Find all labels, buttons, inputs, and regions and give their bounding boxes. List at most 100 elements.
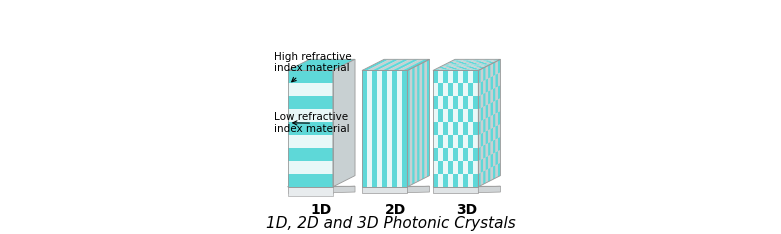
Text: 1D, 2D and 3D Photonic Crystals: 1D, 2D and 3D Photonic Crystals (266, 216, 515, 231)
Polygon shape (473, 148, 478, 161)
Polygon shape (433, 70, 478, 187)
Polygon shape (433, 186, 501, 187)
Polygon shape (458, 69, 465, 70)
Polygon shape (458, 148, 463, 161)
Polygon shape (495, 61, 498, 75)
Polygon shape (377, 70, 382, 187)
Polygon shape (287, 187, 333, 193)
Polygon shape (463, 135, 469, 148)
Polygon shape (463, 67, 471, 68)
Polygon shape (453, 109, 458, 122)
Polygon shape (480, 61, 488, 62)
Polygon shape (422, 62, 425, 179)
Polygon shape (495, 99, 498, 113)
Polygon shape (453, 161, 458, 174)
Polygon shape (483, 67, 486, 81)
Polygon shape (410, 68, 412, 186)
Polygon shape (463, 174, 469, 187)
Polygon shape (462, 59, 470, 61)
Polygon shape (448, 122, 453, 135)
Polygon shape (478, 108, 481, 122)
Polygon shape (483, 131, 486, 146)
Polygon shape (458, 62, 465, 63)
Polygon shape (461, 68, 468, 69)
Polygon shape (460, 61, 468, 62)
Polygon shape (486, 66, 488, 80)
Polygon shape (498, 111, 501, 125)
Polygon shape (465, 68, 473, 69)
Polygon shape (463, 83, 469, 96)
Polygon shape (476, 68, 483, 69)
Polygon shape (490, 61, 498, 62)
Text: High refractive
index material: High refractive index material (274, 52, 352, 82)
Polygon shape (468, 64, 476, 66)
Polygon shape (469, 109, 473, 122)
Polygon shape (435, 68, 443, 69)
Polygon shape (498, 124, 501, 138)
Polygon shape (473, 69, 481, 70)
Polygon shape (483, 157, 486, 171)
Polygon shape (443, 135, 448, 148)
Polygon shape (455, 66, 463, 67)
Polygon shape (498, 137, 501, 151)
Polygon shape (493, 113, 495, 128)
Polygon shape (408, 69, 410, 187)
Polygon shape (486, 91, 488, 106)
Polygon shape (333, 59, 355, 187)
Polygon shape (443, 174, 448, 187)
Polygon shape (476, 61, 483, 62)
Polygon shape (463, 64, 470, 66)
Polygon shape (469, 122, 473, 135)
Polygon shape (443, 70, 448, 83)
Polygon shape (463, 148, 469, 161)
Polygon shape (468, 59, 475, 61)
Polygon shape (362, 186, 430, 187)
Polygon shape (490, 128, 493, 142)
Polygon shape (478, 160, 481, 174)
Polygon shape (392, 70, 398, 187)
Polygon shape (377, 59, 405, 70)
Polygon shape (448, 135, 453, 148)
Polygon shape (287, 186, 355, 187)
Polygon shape (443, 67, 451, 68)
Polygon shape (469, 161, 473, 174)
Polygon shape (473, 62, 480, 63)
Polygon shape (458, 96, 463, 109)
Polygon shape (433, 122, 438, 135)
Polygon shape (387, 59, 415, 70)
Polygon shape (478, 134, 481, 148)
Polygon shape (408, 59, 430, 187)
Polygon shape (471, 66, 478, 67)
Polygon shape (443, 109, 448, 122)
Polygon shape (490, 89, 493, 103)
Polygon shape (493, 152, 495, 166)
Polygon shape (481, 120, 483, 134)
Polygon shape (425, 61, 427, 178)
Polygon shape (362, 59, 430, 70)
Polygon shape (486, 156, 488, 170)
Polygon shape (438, 148, 443, 161)
Polygon shape (488, 77, 490, 91)
Polygon shape (486, 143, 488, 157)
Polygon shape (478, 67, 486, 68)
Polygon shape (481, 94, 483, 108)
Polygon shape (448, 161, 453, 174)
Polygon shape (372, 59, 399, 70)
Polygon shape (478, 147, 481, 161)
Polygon shape (473, 122, 478, 135)
Polygon shape (473, 67, 480, 68)
Polygon shape (458, 161, 463, 174)
Polygon shape (469, 174, 473, 187)
Polygon shape (453, 62, 460, 63)
Polygon shape (450, 61, 458, 62)
Polygon shape (458, 135, 463, 148)
Polygon shape (490, 115, 493, 129)
Polygon shape (493, 165, 495, 179)
Polygon shape (445, 63, 453, 64)
Polygon shape (287, 161, 333, 174)
Polygon shape (362, 70, 408, 187)
Polygon shape (481, 81, 483, 95)
Polygon shape (490, 154, 493, 168)
Polygon shape (382, 70, 387, 187)
Polygon shape (480, 66, 488, 67)
